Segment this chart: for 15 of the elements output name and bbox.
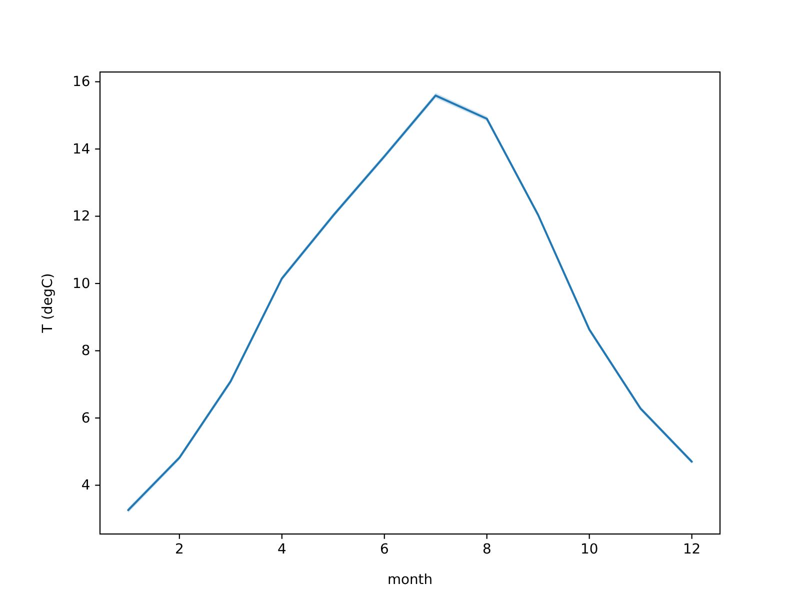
x-tick-label: 4 [277,542,286,558]
y-tick-label: 4 [81,478,90,494]
x-tick-label: 12 [682,542,701,558]
y-axis-title: T (degC) [40,273,56,334]
y-tick-label: 16 [72,74,90,90]
y-tick-label: 14 [72,141,90,158]
x-axis-title: month [387,572,433,588]
y-tick-label: 6 [81,410,90,426]
x-tick-label: 2 [175,542,184,558]
x-tick-label: 10 [580,542,598,558]
y-tick-label: 8 [81,343,90,360]
y-tick-label: 10 [72,276,90,292]
x-tick-label: 6 [380,542,389,558]
x-tick-label: 8 [482,542,492,558]
y-tick-label: 12 [72,208,90,225]
